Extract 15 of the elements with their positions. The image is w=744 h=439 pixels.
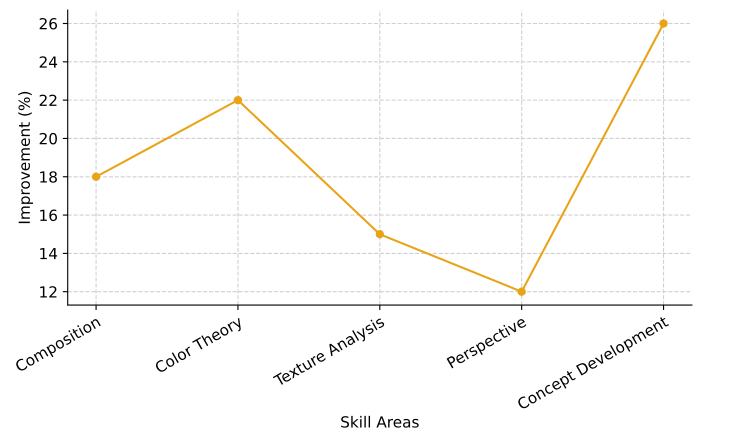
x-axis-title: Skill Areas <box>341 416 419 428</box>
point <box>659 19 668 28</box>
y-tick-label: 12 <box>40 286 56 298</box>
y-tick-label: 26 <box>40 18 58 30</box>
y-tick-label: 20 <box>40 132 57 144</box>
point <box>518 288 526 296</box>
y-tick-label: 14 <box>40 248 58 260</box>
y-tick-label: 22 <box>40 94 56 106</box>
y-tick-label: 16 <box>40 210 58 222</box>
point <box>376 230 384 238</box>
y-axis-title: Improvement (%) <box>18 92 33 224</box>
y-tick-label: 24 <box>40 56 58 68</box>
y-tick-label: 18 <box>40 171 57 183</box>
point <box>234 96 242 104</box>
point <box>92 172 100 181</box>
